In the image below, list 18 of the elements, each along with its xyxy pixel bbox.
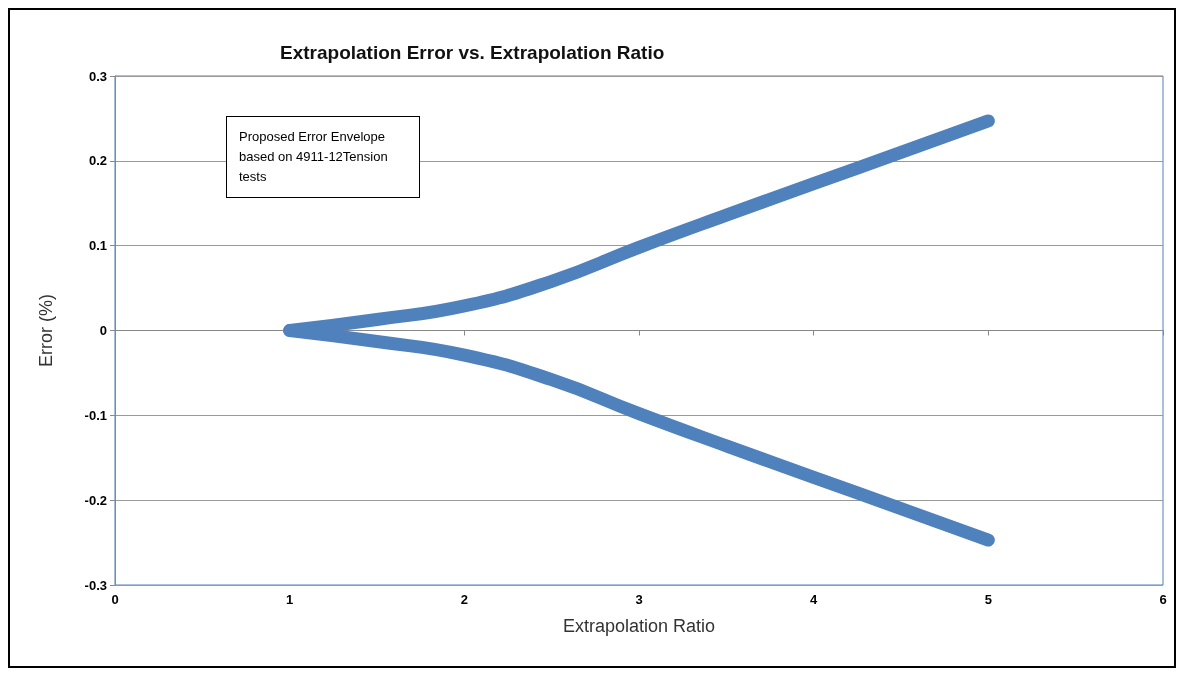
y-tick-label: 0 (99, 323, 107, 338)
x-tick-label: 2 (460, 592, 468, 607)
y-tick-label: 0.2 (88, 153, 107, 169)
chart-title: Extrapolation Error vs. Extrapolation Ratio (280, 42, 665, 63)
y-tick-label: -0.3 (84, 577, 107, 593)
y-tick-label: 0.1 (88, 238, 107, 254)
x-tick-label: 6 (1159, 592, 1167, 607)
x-tick-label: 5 (984, 592, 992, 607)
x-tick-label: 1 (286, 592, 294, 607)
y-axis-title: Error (%) (36, 294, 56, 367)
x-axis-title: Extrapolation Ratio (562, 616, 716, 636)
x-tick-label: 4 (810, 592, 819, 607)
text-box: Proposed Error Envelope based on 4911-12Tension tests (226, 116, 420, 198)
y-tick-label: 0.3 (88, 68, 107, 84)
y-tick-label: -0.2 (84, 492, 107, 508)
y-tick-label: -0.1 (84, 407, 107, 423)
x-tick-label: 0 (111, 592, 119, 607)
x-tick-label: 3 (635, 592, 643, 607)
